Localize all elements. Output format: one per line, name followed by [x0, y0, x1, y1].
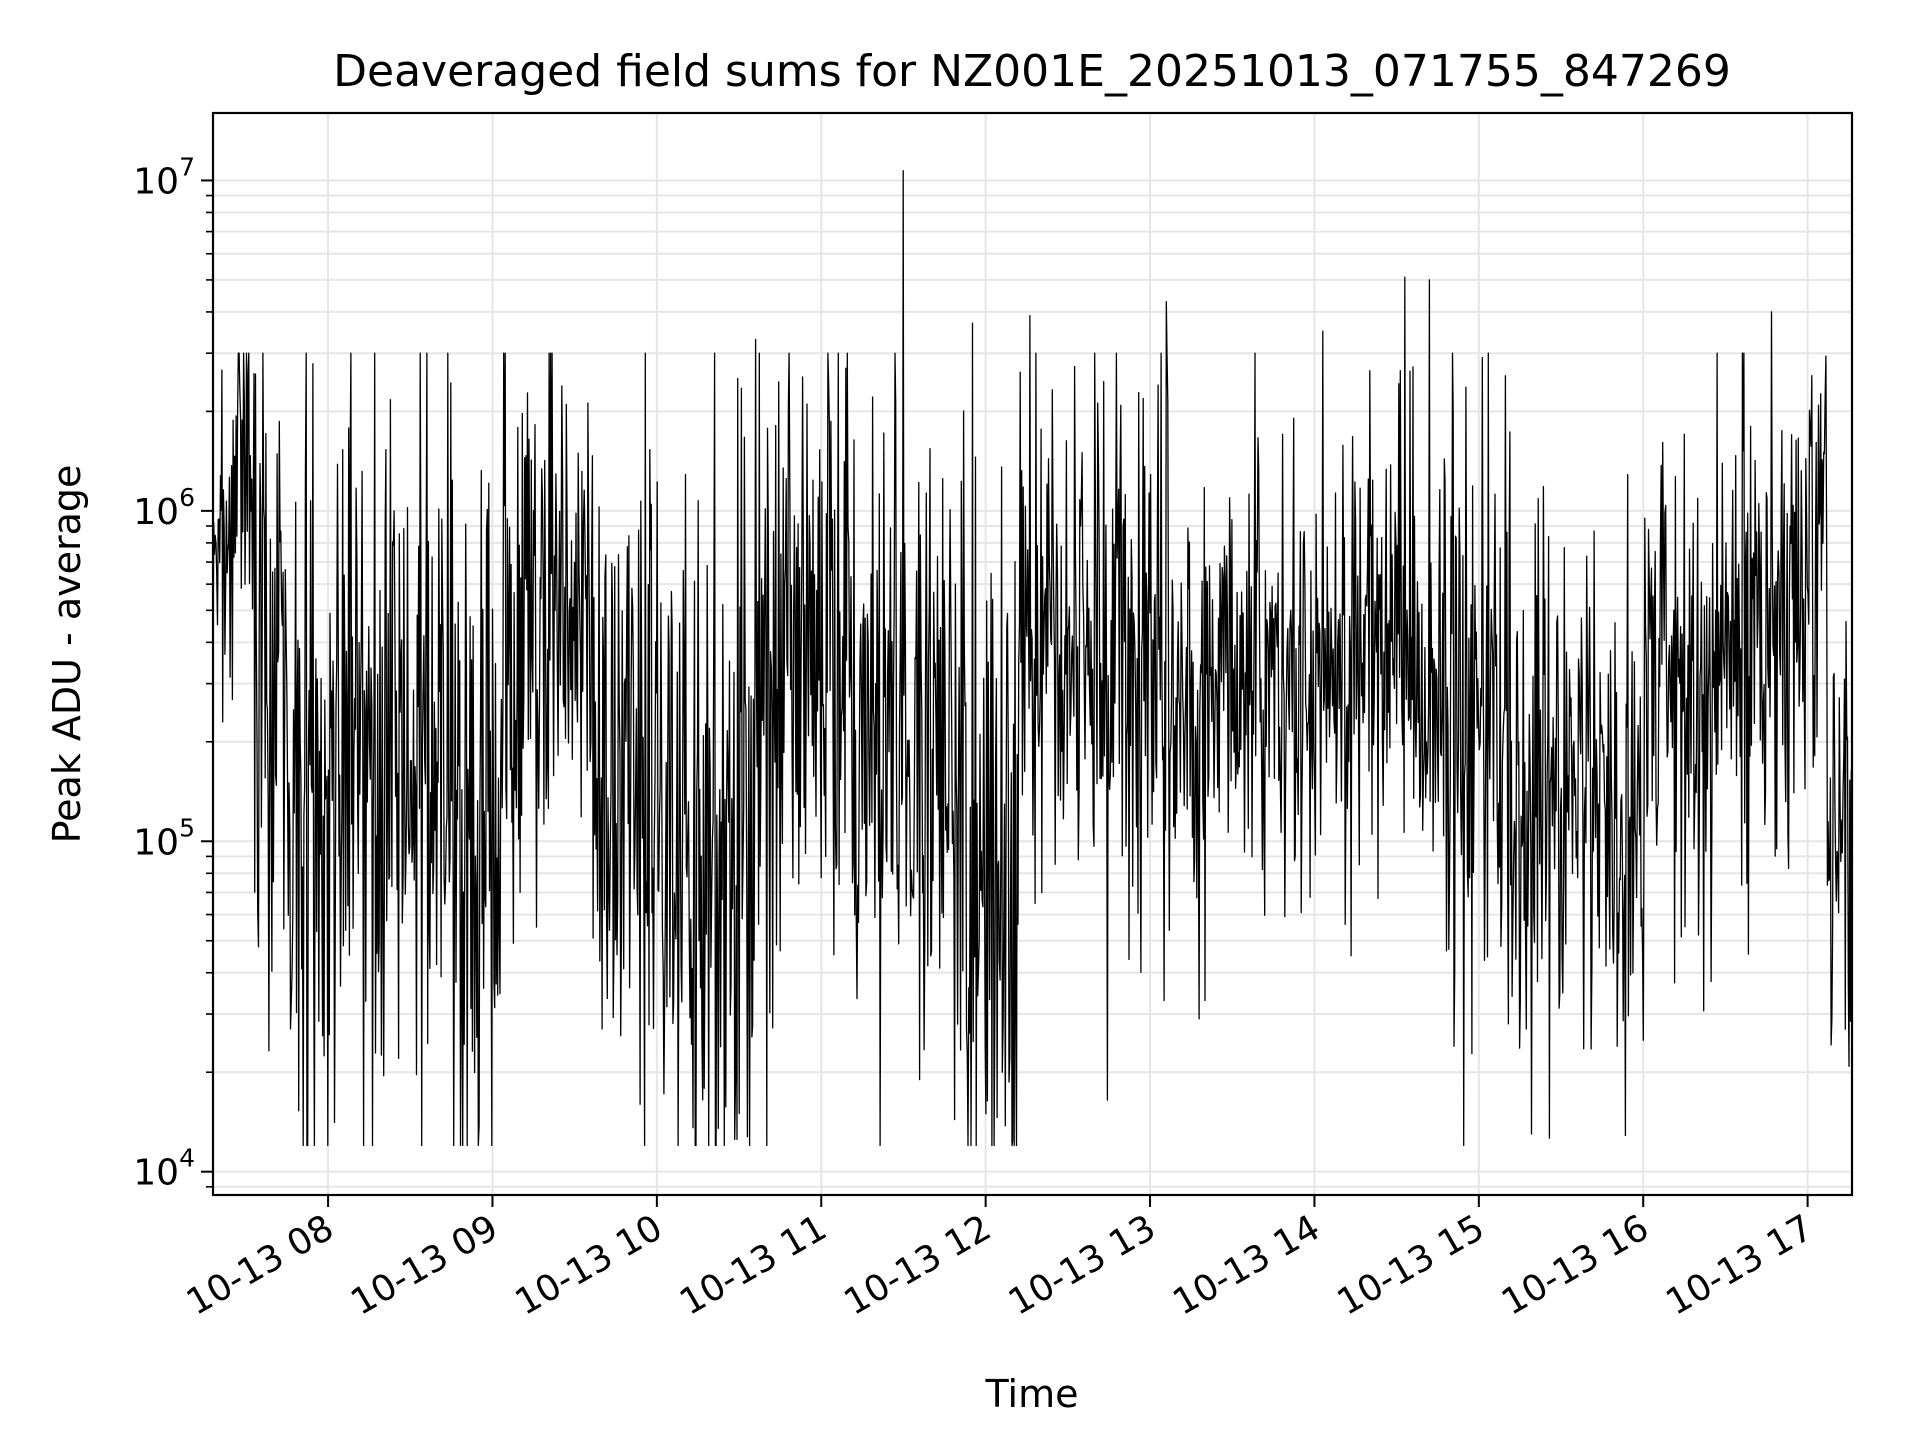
grid [213, 113, 1852, 1195]
y-tick-label: 106 [133, 483, 195, 533]
chart-title: Deaveraged field sums for NZ001E_2025101… [333, 46, 1731, 97]
axes [211, 111, 1854, 1197]
y-tick-exponent: 7 [179, 152, 195, 181]
x-tick-label: 10-13 11 [673, 1207, 834, 1323]
y-tick-label: 104 [133, 1144, 195, 1194]
data-layer [212, 170, 1853, 1147]
y-tick-label: 105 [133, 813, 195, 863]
y-tick-label: 107 [133, 152, 195, 202]
x-tick-label: 10-13 08 [180, 1207, 341, 1323]
x-tick-label: 10-13 15 [1331, 1207, 1492, 1323]
x-tick-label: 10-13 12 [837, 1207, 998, 1323]
y-tick-base: 10 [133, 161, 179, 202]
y-tick-exponent: 5 [179, 813, 195, 842]
y-tick-base: 10 [133, 492, 179, 533]
x-tick-label: 10-13 13 [1002, 1207, 1163, 1323]
x-tick-label: 10-13 09 [344, 1207, 505, 1323]
y-axis-label: Peak ADU - average [45, 465, 89, 844]
x-tick-label: 10-13 14 [1166, 1207, 1327, 1323]
y-tick-base: 10 [133, 822, 179, 863]
x-axis-label: Time [985, 1372, 1079, 1416]
x-tick-label: 10-13 17 [1659, 1207, 1820, 1323]
series-line [212, 170, 1853, 1147]
plot-frame [211, 111, 1854, 1197]
x-tick-label: 10-13 16 [1495, 1207, 1656, 1323]
y-tick-base: 10 [133, 1153, 179, 1194]
x-tick-label: 10-13 10 [509, 1207, 670, 1323]
y-tick-exponent: 4 [179, 1144, 195, 1173]
y-tick-exponent: 6 [179, 483, 195, 512]
